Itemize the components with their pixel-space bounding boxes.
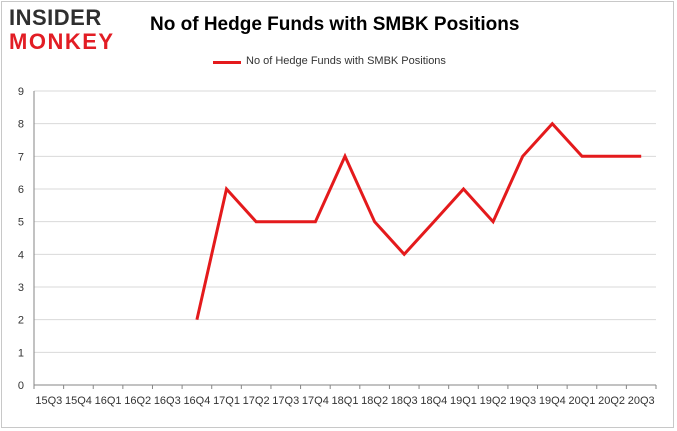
x-tick-labels: 15Q3 15Q4 16Q1 16Q2 16Q3 16Q4 17Q1 17Q2 17Q3 17Q4… bbox=[35, 395, 654, 407]
x-tick-label: 15Q3 bbox=[35, 395, 62, 407]
x-tick-label: 20Q1 bbox=[568, 395, 595, 407]
x-tick-label: 17Q4 bbox=[302, 395, 329, 407]
y-tick-label: 9 bbox=[18, 86, 24, 98]
y-tick-label: 7 bbox=[18, 151, 24, 163]
x-tick-label: 18Q1 bbox=[332, 395, 359, 407]
x-tick-label: 17Q3 bbox=[272, 395, 299, 407]
legend-swatch bbox=[213, 61, 241, 64]
x-tick-label: 17Q2 bbox=[243, 395, 270, 407]
x-tick-label: 16Q1 bbox=[95, 395, 122, 407]
x-tick-label: 20Q2 bbox=[598, 395, 625, 407]
series-lines bbox=[195, 121, 642, 321]
y-tick-label: 2 bbox=[18, 315, 24, 327]
y-tick-label: 6 bbox=[18, 184, 24, 196]
logo-text-monkey: MONKEY bbox=[9, 29, 115, 54]
y-tick-label: 3 bbox=[18, 282, 24, 294]
y-tick-labels: 0 1 2 3 4 5 6 7 8 9 bbox=[18, 86, 24, 392]
gridlines bbox=[34, 90, 656, 353]
legend-label: No of Hedge Funds with SMBK Positions bbox=[246, 55, 446, 67]
x-tick-label: 16Q3 bbox=[154, 395, 181, 407]
x-tick-label: 18Q4 bbox=[420, 395, 447, 407]
x-tick-label: 19Q1 bbox=[450, 395, 477, 407]
axes bbox=[33, 91, 657, 389]
series-line bbox=[195, 121, 642, 321]
chart-title: No of Hedge Funds with SMBK Positions bbox=[150, 14, 520, 35]
x-tick-label: 20Q3 bbox=[628, 395, 655, 407]
x-tick-label: 18Q2 bbox=[361, 395, 388, 407]
y-tick-label: 4 bbox=[18, 249, 24, 261]
insider-monkey-logo: INSIDER MONKEY bbox=[9, 6, 127, 56]
x-tick-label: 19Q3 bbox=[509, 395, 536, 407]
x-tick-label: 19Q4 bbox=[539, 395, 566, 407]
y-tick-label: 0 bbox=[18, 380, 24, 392]
x-tick-label: 16Q2 bbox=[124, 395, 151, 407]
y-tick-label: 5 bbox=[18, 217, 24, 229]
x-tick-label: 16Q4 bbox=[183, 395, 210, 407]
y-tick-label: 8 bbox=[18, 119, 24, 131]
x-tick-label: 19Q2 bbox=[480, 395, 507, 407]
y-tick-label: 1 bbox=[18, 347, 24, 359]
x-tick-label: 15Q4 bbox=[65, 395, 92, 407]
logo-text-insider: INSIDER bbox=[9, 5, 102, 30]
x-tick-label: 17Q1 bbox=[213, 395, 240, 407]
x-tick-label: 18Q3 bbox=[391, 395, 418, 407]
